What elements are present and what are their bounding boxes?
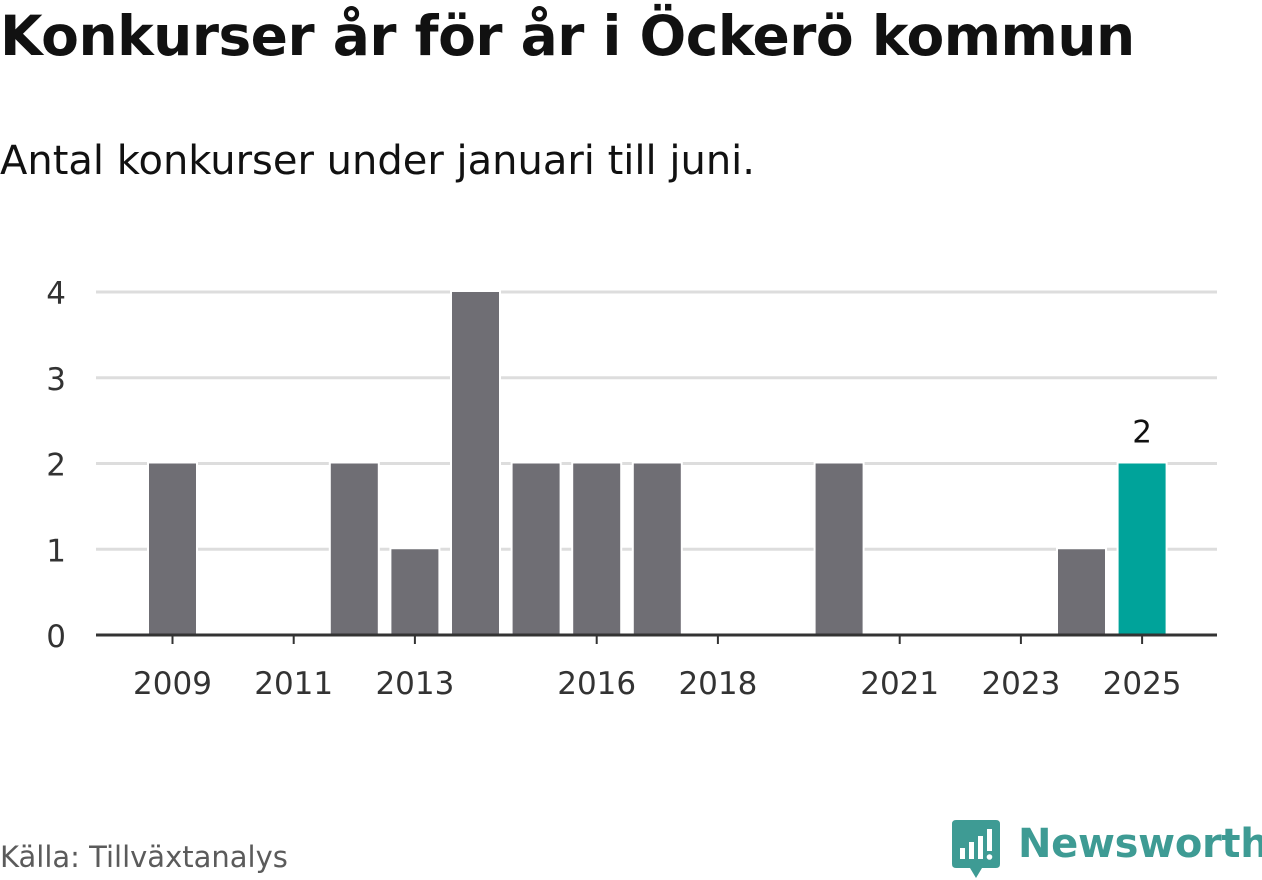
y-tick-label: 3	[46, 362, 66, 398]
bar-2009	[147, 461, 198, 637]
y-tick-label: 2	[46, 448, 66, 484]
y-tick-label: 0	[46, 619, 66, 655]
bar-2020	[813, 461, 865, 637]
x-tick-label: 2023	[981, 666, 1060, 702]
bar-2012	[328, 461, 380, 637]
bar-2015	[510, 461, 562, 637]
bar-2024	[1056, 547, 1107, 637]
labels: 0 1 2 3 4 2009 2011 2013 2016 2018 2021 2023 2025 2	[46, 276, 1181, 702]
bar-2017	[631, 461, 683, 637]
x-tick-label: 2013	[375, 666, 454, 702]
source-note: Källa: Tillväxtanalys	[0, 840, 288, 874]
x-tick-label: 2025	[1103, 666, 1182, 702]
chart-title: Konkurser år för år i Öckerö kommun	[0, 4, 1135, 68]
y-tick-label: 4	[46, 276, 66, 312]
bar-2025	[1116, 461, 1168, 637]
brand-logo: Newsworthy	[950, 818, 1262, 878]
x-tick-label: 2018	[678, 666, 757, 702]
bar-2013	[389, 547, 441, 637]
bar-2016	[571, 461, 623, 637]
x-tick-label: 2021	[860, 666, 939, 702]
x-tick-label: 2016	[557, 666, 636, 702]
data-label: 2	[1132, 415, 1152, 451]
y-tick-label: 1	[46, 533, 66, 569]
axes	[96, 633, 1217, 644]
chart-subtitle: Antal konkurser under januari till juni.	[0, 138, 755, 184]
x-tick-label: 2009	[133, 666, 212, 702]
bar-2014	[450, 290, 501, 637]
newsworthy-logo-icon	[952, 820, 1000, 878]
x-tick-label: 2011	[254, 666, 333, 702]
brand-name: Newsworthy	[1018, 821, 1262, 867]
